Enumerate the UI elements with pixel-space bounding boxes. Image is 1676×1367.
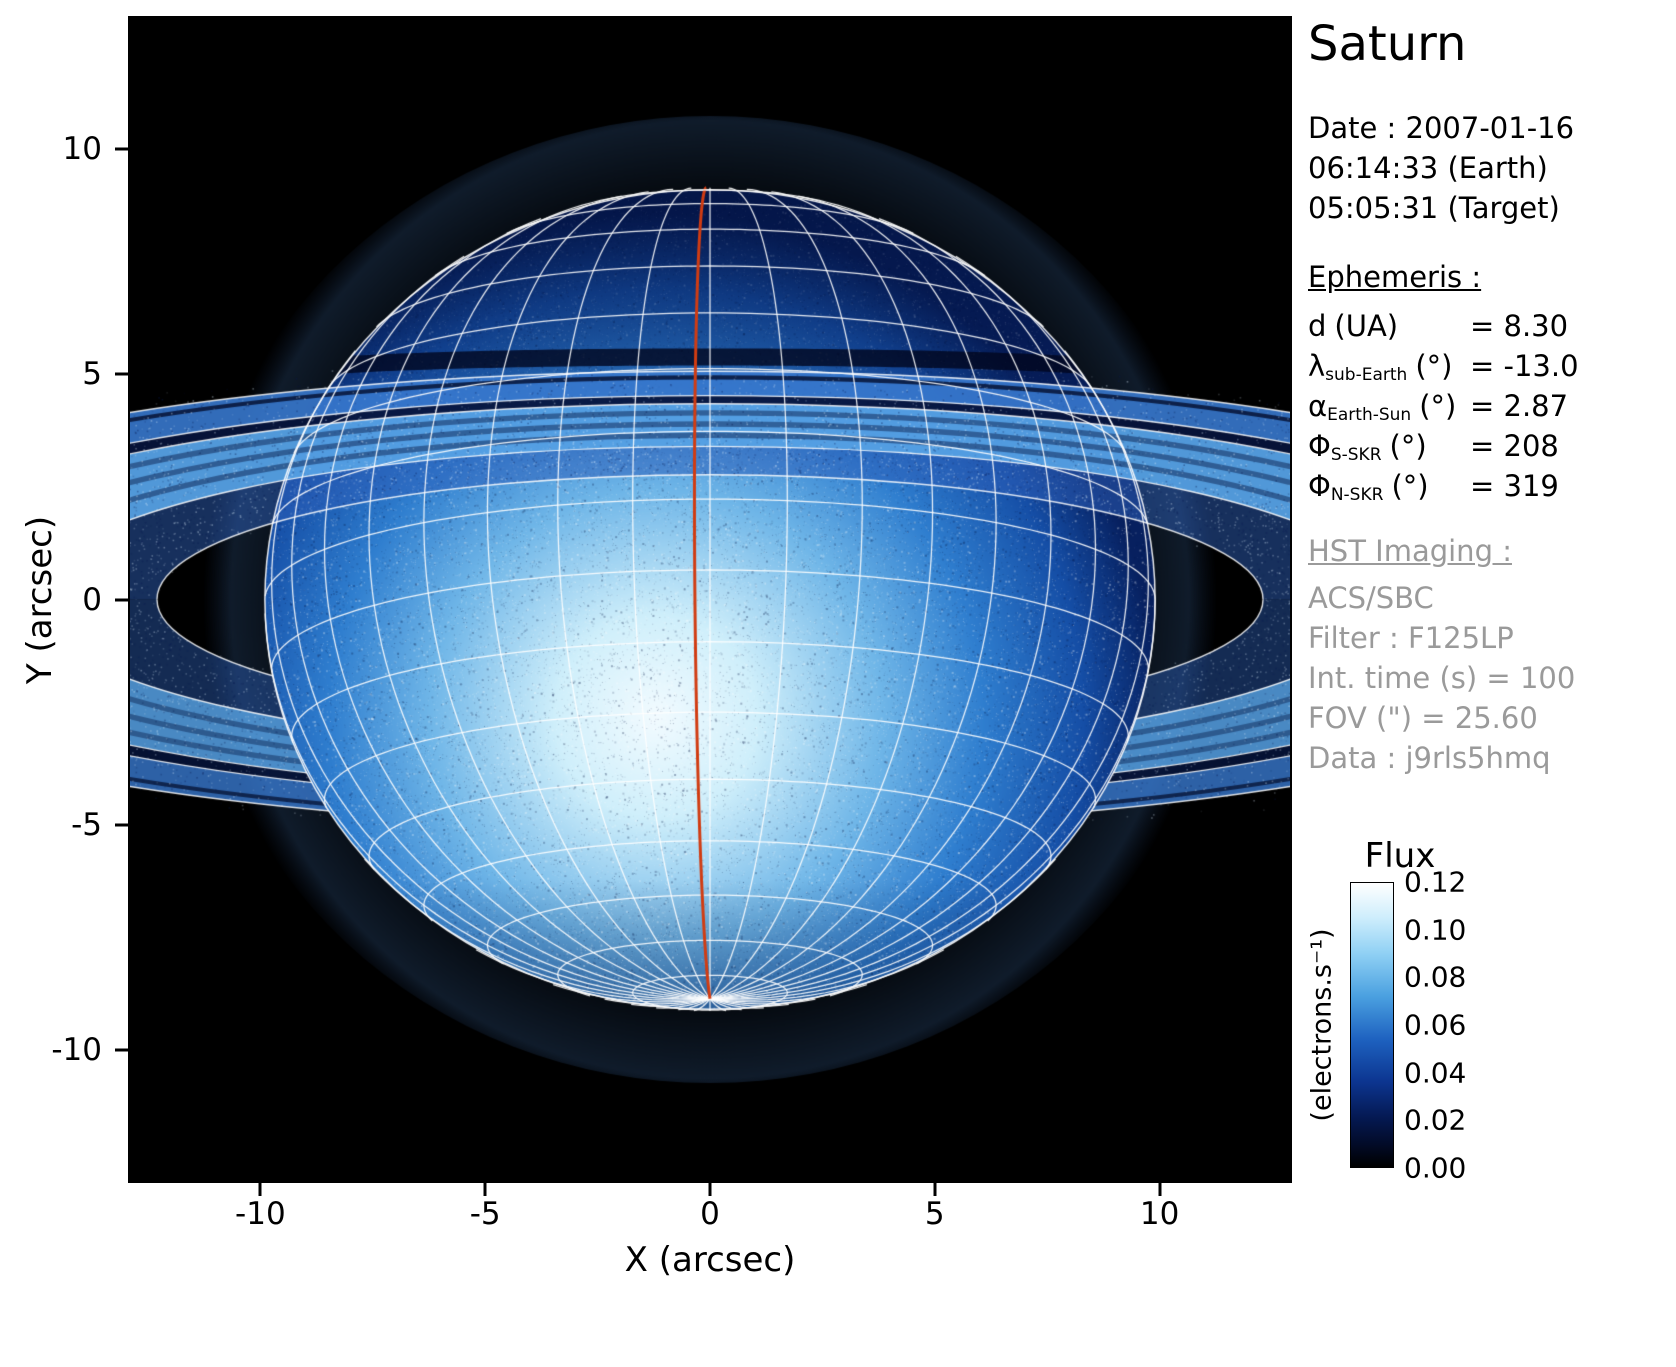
y-tick-mark [115,1048,128,1052]
earth-time-line: 06:14:33 (Earth) [1308,151,1548,186]
colorbar [1350,882,1394,1168]
date-line: Date : 2007-01-16 [1308,111,1575,145]
ephemeris-table: d (UA) = 8.30 λ sub-Earth (°) = -13.0 α Eart… [1308,306,1670,506]
ephemeris-value: = -13.0 [1470,349,1579,384]
ephemeris-subscript: Earth-Sun [1327,405,1412,426]
ephemeris-value: = 2.87 [1470,389,1569,424]
ephemeris-symbol: d [1308,309,1327,344]
ephemeris-unit: (°) [1419,389,1457,424]
ephemeris-row-n-skr: Φ N-SKR (°) = 319 [1308,466,1670,506]
ephemeris-row-phase-angle: α Earth-Sun (°) = 2.87 [1308,386,1670,426]
hst-fov: FOV (") = 25.60 [1308,701,1538,736]
hst-data-id: Data : j9rls5hmq [1308,741,1551,776]
ephemeris-row-sub-earth-lat: λ sub-Earth (°) = -13.0 [1308,346,1670,386]
info-panel: Saturn Date : 2007-01-16 06:14:33 (Earth… [1308,16,1670,778]
colorbar-tick-labels: 0.12 0.10 0.08 0.06 0.04 0.02 0.00 [1404,866,1504,1185]
y-tick-mark [115,598,128,601]
colorbar-tick: 0.00 [1404,1151,1467,1185]
plot-area [128,16,1292,1183]
ephemeris-heading: Ephemeris : [1308,260,1482,295]
ephemeris-subscript: sub-Earth [1325,365,1408,386]
colorbar-tick: 0.08 [1404,960,1467,994]
hst-filter: Filter : F125LP [1308,621,1514,656]
saturn-image-plot [130,18,1290,1181]
x-tick-mark [708,1183,712,1196]
ephemeris-unit: (UA) [1334,309,1399,344]
target-time-line: 05:05:31 (Target) [1308,191,1560,226]
x-tick-label: -5 [469,1196,501,1232]
hst-int-time: Int. time (s) = 100 [1308,661,1576,696]
y-tick-label: 5 [82,356,102,393]
ephemeris-symbol: Φ [1308,469,1331,504]
colorbar-tick: 0.02 [1404,1103,1467,1137]
x-axis-tick-marks [130,1183,1290,1196]
x-tick-mark [1158,1183,1162,1196]
colorbar-tick: 0.06 [1404,1008,1467,1042]
y-tick-mark [115,147,128,151]
y-tick-label: -5 [71,806,102,843]
ephemeris-value: = 319 [1470,469,1559,504]
colorbar-tick: 0.04 [1404,1056,1467,1090]
y-tick-mark [115,372,128,376]
x-axis-label: X (arcsec) [624,1240,796,1280]
x-tick-mark [483,1183,487,1196]
hst-imaging-block: ACS/SBC Filter : F125LP Int. time (s) = … [1308,578,1670,778]
y-axis-tick-marks [115,18,128,1181]
x-tick-mark [933,1183,937,1196]
ephemeris-subscript: S-SKR [1330,445,1382,466]
ephemeris-symbol: Φ [1308,429,1331,464]
hst-imaging-heading: HST Imaging : [1308,534,1512,569]
ephemeris-value: = 8.30 [1470,309,1569,344]
hst-instrument: ACS/SBC [1308,581,1434,616]
y-tick-label: 0 [82,581,102,618]
x-tick-label: -10 [235,1196,286,1232]
ephemeris-value: = 208 [1470,429,1559,464]
ephemeris-unit: (°) [1391,469,1429,504]
date-block: Date : 2007-01-16 06:14:33 (Earth) 05:05… [1308,108,1670,228]
y-tick-mark [115,823,128,827]
x-tick-label: 5 [924,1196,945,1232]
planet-title: Saturn [1308,16,1467,72]
ephemeris-unit: (°) [1389,429,1427,464]
x-tick-label: 0 [700,1196,720,1232]
colorbar-unit-label: (electrons.s⁻¹) [1306,928,1338,1122]
ephemeris-symbol: α [1308,389,1328,424]
ephemeris-row-s-skr: Φ S-SKR (°) = 208 [1308,426,1670,466]
y-axis-label: Y (arcsec) [20,515,60,685]
ephemeris-subscript: N-SKR [1330,485,1384,506]
x-axis-tick-labels: -10 -5 0 5 10 [130,1196,1290,1238]
y-tick-label: 10 [62,130,102,167]
colorbar-title: Flux [1364,836,1436,876]
colorbar-tick: 0.10 [1404,913,1467,947]
y-tick-label: -10 [51,1032,102,1069]
ephemeris-unit: (°) [1415,349,1453,384]
y-axis-tick-labels: 10 5 0 -5 -10 [0,18,110,1181]
colorbar-tick: 0.12 [1404,865,1467,899]
x-tick-mark [258,1183,262,1196]
x-tick-label: 10 [1139,1196,1180,1232]
ephemeris-symbol: λ [1308,349,1326,384]
ephemeris-row-distance: d (UA) = 8.30 [1308,306,1670,346]
